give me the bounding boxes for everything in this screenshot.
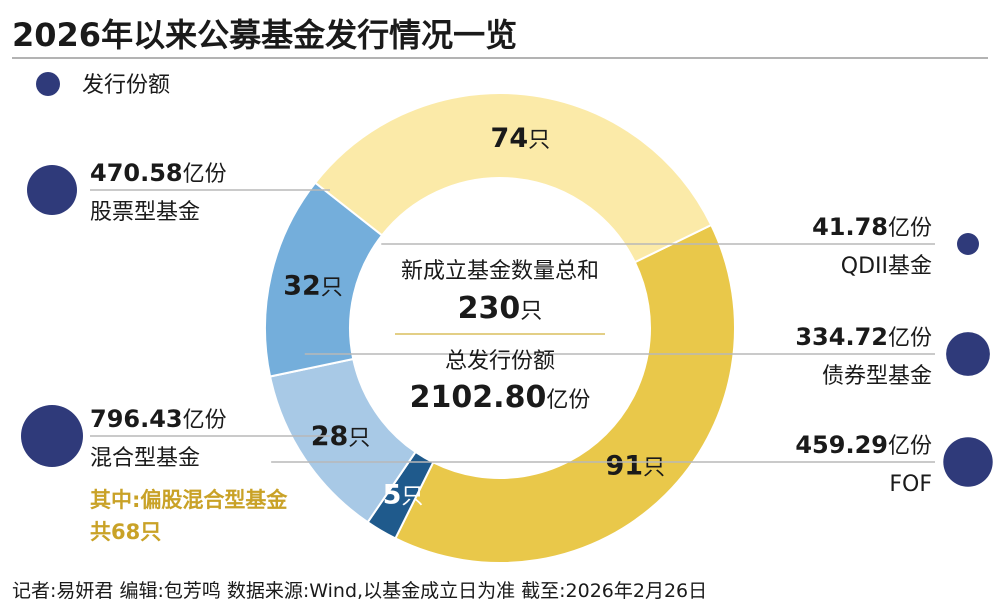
slice-count-unit: 只 — [348, 426, 370, 451]
category-label: 债券型基金 — [822, 364, 932, 389]
chart-footer: 记者:易妍君 编辑:包芳鸣 数据来源:Wind,以基金成立日为准 截至:2026… — [12, 580, 707, 602]
amount-value: 334.72 — [795, 323, 888, 351]
amount-unit: 亿份 — [183, 162, 227, 187]
amount-label: 334.72亿份 — [795, 323, 932, 351]
slice-count-value: 91 — [605, 450, 643, 481]
amount-marker — [27, 165, 77, 215]
amount-label: 41.78亿份 — [812, 213, 932, 241]
callouts: 470.58亿份股票型基金796.43亿份混合型基金其中:偏股混合型基金共68只… — [21, 159, 993, 544]
center-amount-unit: 亿份 — [546, 388, 590, 413]
slice-mixed — [313, 91, 713, 264]
category-note: 共68只 — [90, 520, 161, 544]
amount-unit: 亿份 — [888, 216, 932, 241]
callout-qdii: 41.78亿份 QDII基金 — [381, 213, 979, 279]
center-count: 230只 — [458, 291, 543, 326]
amount-marker — [21, 405, 83, 467]
amount-value: 41.78 — [812, 213, 888, 241]
slice-count-unit: 只 — [643, 455, 665, 480]
amount-value: 470.58 — [90, 159, 183, 187]
amount-marker — [957, 233, 979, 255]
center-count-label: 新成立基金数量总和 — [401, 259, 599, 284]
slice-count-unit: 只 — [321, 275, 343, 300]
legend-label: 发行份额 — [82, 73, 170, 98]
amount-value: 459.29 — [795, 431, 888, 459]
center-amount-label: 总发行份额 — [445, 349, 555, 374]
legend-marker — [36, 72, 60, 96]
category-label: FOF — [889, 472, 932, 497]
donut-center: 新成立基金数量总和 230只 总发行份额 2102.80亿份 — [395, 259, 605, 415]
category-label: 混合型基金 — [90, 446, 200, 471]
slice-count-mixed: 74只 — [491, 123, 551, 154]
amount-marker — [946, 332, 990, 376]
slice-count-unit: 只 — [528, 128, 550, 153]
callout-fof: 459.29亿份 FOF — [271, 431, 993, 497]
slice-count-fof: 32只 — [283, 270, 343, 301]
center-count-unit: 只 — [520, 299, 542, 324]
amount-value: 796.43 — [90, 405, 183, 433]
slice-count-unit: 只 — [401, 485, 423, 510]
center-count-value: 230 — [458, 291, 521, 326]
amount-unit: 亿份 — [888, 434, 932, 459]
chart-title: 2026年以来公募基金发行情况一览 — [12, 16, 517, 54]
slice-count-stock: 91只 — [605, 450, 665, 481]
amount-unit: 亿份 — [888, 326, 932, 351]
slice-count-value: 5 — [383, 480, 402, 511]
slice-stock — [394, 223, 736, 564]
center-amount: 2102.80亿份 — [410, 380, 591, 415]
category-label: QDII基金 — [841, 254, 932, 279]
center-amount-value: 2102.80 — [410, 380, 547, 415]
amount-marker — [943, 437, 993, 487]
amount-label: 796.43亿份 — [90, 405, 227, 433]
slice-count-value: 74 — [491, 123, 529, 154]
category-label: 股票型基金 — [90, 200, 200, 225]
amount-label: 459.29亿份 — [795, 431, 932, 459]
amount-label: 470.58亿份 — [90, 159, 227, 187]
category-note: 其中:偏股混合型基金 — [90, 488, 288, 512]
slice-count-value: 32 — [283, 270, 321, 301]
slice-count-qdii: 5只 — [383, 480, 424, 511]
amount-unit: 亿份 — [183, 408, 227, 433]
